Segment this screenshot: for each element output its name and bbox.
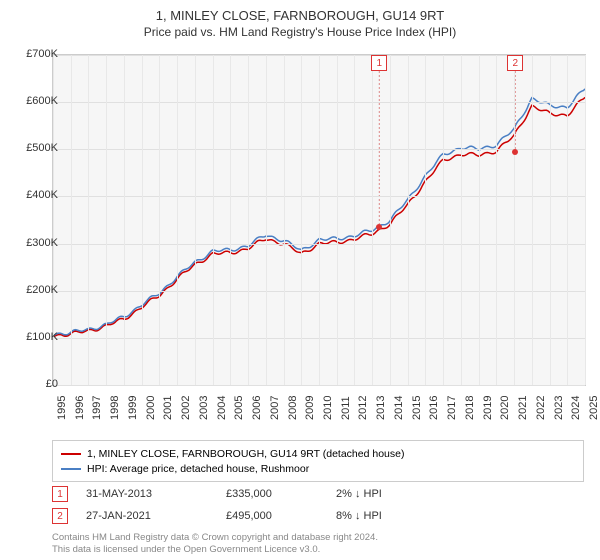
legend-item: HPI: Average price, detached house, Rush… [61,461,575,476]
x-axis-label: 2017 [446,396,458,420]
legend: 1, MINLEY CLOSE, FARNBOROUGH, GU14 9RT (… [52,440,584,482]
x-axis-label: 2003 [198,396,210,420]
y-axis-label: £400K [26,189,58,201]
gridline [88,55,89,385]
transaction-date: 31-MAY-2013 [86,488,226,500]
gridline [248,55,249,385]
gridline [301,55,302,385]
transaction-diff: 2% ↓ HPI [336,488,584,500]
transaction-marker: 1 [52,486,68,502]
x-axis-label: 1997 [91,396,103,420]
gridline [230,55,231,385]
gridline [213,55,214,385]
gridline [106,55,107,385]
gridline [284,55,285,385]
transaction-row: 2 27-JAN-2021 £495,000 8% ↓ HPI [52,508,584,524]
gridline [159,55,160,385]
gridline [532,55,533,385]
x-axis-label: 2019 [482,396,494,420]
gridline [354,55,355,385]
attribution-line: This data is licensed under the Open Gov… [52,544,378,556]
chart-title: 1, MINLEY CLOSE, FARNBOROUGH, GU14 9RT [0,0,600,23]
x-axis-label: 2022 [535,396,547,420]
gridline [372,55,373,385]
x-axis-label: 2024 [570,396,582,420]
x-axis-label: 2013 [375,396,387,420]
gridline [53,385,585,386]
y-axis-label: £500K [26,142,58,154]
chart-marker-label: 2 [507,55,523,71]
chart-container: 1, MINLEY CLOSE, FARNBOROUGH, GU14 9RT P… [0,0,600,560]
gridline [124,55,125,385]
chart-plot-area: 12 [52,54,586,386]
gridline [408,55,409,385]
x-axis-label: 1999 [127,396,139,420]
gridline [142,55,143,385]
transaction-price: £335,000 [226,488,336,500]
legend-swatch [61,468,81,470]
x-axis-label: 2023 [553,396,565,420]
legend-swatch [61,453,81,455]
legend-item: 1, MINLEY CLOSE, FARNBOROUGH, GU14 9RT (… [61,446,575,461]
x-axis-label: 2011 [340,396,352,420]
x-axis-label: 2016 [428,396,440,420]
y-axis-label: £300K [26,237,58,249]
transaction-date: 27-JAN-2021 [86,510,226,522]
gridline [479,55,480,385]
x-axis-label: 2018 [464,396,476,420]
gridline [567,55,568,385]
legend-label: HPI: Average price, detached house, Rush… [87,463,309,475]
x-axis-label: 2004 [216,396,228,420]
x-axis-label: 2005 [233,396,245,420]
transaction-marker: 2 [52,508,68,524]
gridline [443,55,444,385]
legend-label: 1, MINLEY CLOSE, FARNBOROUGH, GU14 9RT (… [87,448,404,460]
x-axis-label: 2020 [499,396,511,420]
x-axis-label: 2006 [251,396,263,420]
gridline [496,55,497,385]
y-axis-label: £100K [26,331,58,343]
gridline [390,55,391,385]
chart-subtitle: Price paid vs. HM Land Registry's House … [0,23,600,45]
x-axis-label: 2009 [304,396,316,420]
gridline [71,55,72,385]
gridline [266,55,267,385]
x-axis-label: 2010 [322,396,334,420]
chart-marker-label: 1 [371,55,387,71]
gridline [585,55,586,385]
x-axis-label: 2015 [411,396,423,420]
gridline [195,55,196,385]
chart-marker-point [376,224,382,230]
gridline [461,55,462,385]
x-axis-label: 2025 [588,396,600,420]
x-axis-label: 2001 [162,396,174,420]
attribution: Contains HM Land Registry data © Crown c… [52,532,378,556]
attribution-line: Contains HM Land Registry data © Crown c… [52,532,378,544]
x-axis-label: 1998 [109,396,121,420]
gridline [337,55,338,385]
gridline [425,55,426,385]
x-axis-label: 2008 [287,396,299,420]
x-axis-label: 2021 [517,396,529,420]
y-axis-label: £0 [46,378,58,390]
transaction-price: £495,000 [226,510,336,522]
gridline [514,55,515,385]
x-axis-label: 1996 [74,396,86,420]
x-axis-label: 2012 [357,396,369,420]
x-axis-label: 1995 [56,396,68,420]
x-axis-label: 2002 [180,396,192,420]
gridline [550,55,551,385]
chart-marker-point [512,149,518,155]
gridline [319,55,320,385]
transaction-diff: 8% ↓ HPI [336,510,584,522]
x-axis-label: 2007 [269,396,281,420]
transaction-row: 1 31-MAY-2013 £335,000 2% ↓ HPI [52,486,584,502]
x-axis-label: 2000 [145,396,157,420]
y-axis-label: £600K [26,95,58,107]
y-axis-label: £700K [26,48,58,60]
gridline [177,55,178,385]
y-axis-label: £200K [26,284,58,296]
x-axis-label: 2014 [393,396,405,420]
